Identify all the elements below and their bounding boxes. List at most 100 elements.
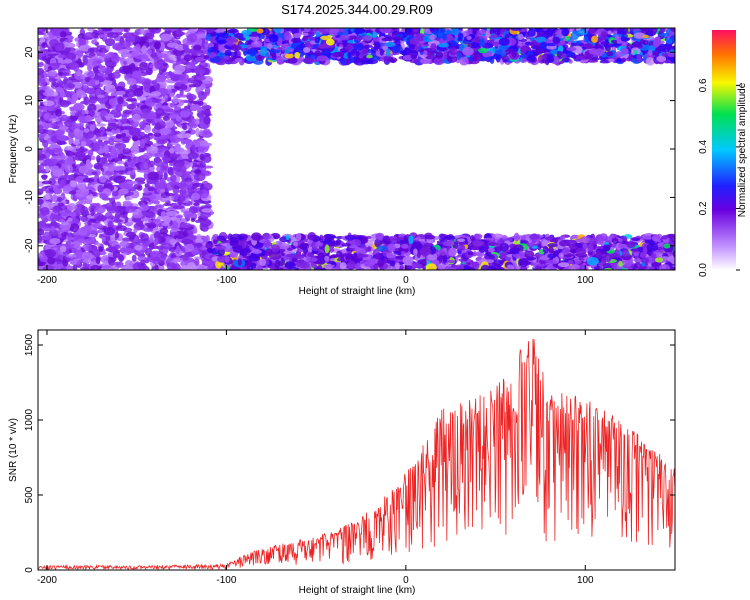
spectrogram-cell (166, 42, 179, 48)
spectrogram-cell (67, 217, 73, 222)
spectrogram-cell (38, 67, 45, 75)
spectrogram-cell (345, 58, 351, 66)
spectrogram-cell (361, 35, 373, 41)
spectrogram-cell (170, 174, 177, 183)
spectrogram-cell (566, 47, 577, 52)
spectrogram-cell (477, 47, 489, 54)
spectrogram-cell (80, 140, 87, 147)
spectrogram-cell (169, 92, 175, 98)
spectrogram-cell (115, 133, 122, 139)
spectrogram-cell (153, 118, 163, 122)
spectrogram-cell (185, 180, 194, 189)
spectrogram-cell (108, 98, 117, 106)
spectrogram-cell (166, 262, 177, 270)
spectrogram-cell (82, 177, 95, 183)
spectrogram-cell (38, 234, 43, 244)
spectrogram-cell (379, 28, 392, 34)
spectrogram-cell (154, 237, 159, 246)
spectrogram-cell (439, 37, 444, 44)
spectrogram-cell (118, 49, 130, 55)
spectrogram-cell (284, 53, 294, 59)
spectrogram-cell (423, 50, 428, 56)
spectrogram-cell (201, 109, 210, 115)
spectrogram-cell (57, 202, 65, 207)
spectrogram-cell (77, 241, 82, 246)
spectrogram-cell (302, 35, 309, 42)
spectrogram-cell (553, 36, 561, 45)
spectrogram-cell (74, 152, 82, 161)
spectrogram-cell (413, 29, 419, 33)
spectrogram-cell (169, 238, 177, 245)
spectrogram-cell (173, 248, 180, 253)
spectrogram-cell (162, 155, 170, 165)
spectrogram-cell (194, 57, 205, 62)
spectrogram-cell (383, 36, 395, 42)
spectrogram-cell (163, 94, 168, 99)
spectrogram-cell (466, 35, 472, 40)
spectrogram-cell (119, 240, 130, 248)
spectrogram-cell (527, 28, 536, 37)
spectrogram-cell (186, 93, 197, 101)
spectrogram-cell (84, 76, 91, 83)
spectrogram-cell (583, 35, 589, 43)
spectrogram-cell (112, 218, 123, 223)
spectrogram-cell (87, 230, 100, 235)
spectrogram-cell (170, 74, 180, 82)
spectrogram-cell (84, 87, 96, 94)
spectrogram-cell (97, 184, 104, 193)
spectrogram-cell (80, 100, 88, 105)
spectrogram-cell (256, 28, 264, 34)
spectrogram-cell (45, 165, 50, 172)
spectrogram-cell (53, 186, 59, 193)
spectrogram-cell (143, 80, 151, 89)
spectrogram-cell (78, 38, 87, 46)
spectrogram-cell (659, 32, 671, 37)
spectrogram-cell (527, 54, 536, 63)
spectrogram-cell (48, 69, 57, 77)
spectrogram-cell (67, 83, 76, 89)
spectrogram-cell (83, 31, 96, 40)
spectrogram-cell (163, 215, 171, 224)
spectrogram-cell (140, 197, 150, 202)
spectrogram-cell (144, 222, 157, 227)
spectrogram-cell (52, 193, 58, 203)
spectrogram-cell (583, 43, 594, 49)
spectrogram-cell (47, 256, 56, 265)
spectrogram-cell (99, 175, 107, 183)
spectrogram-cell (283, 32, 292, 41)
spectrogram-cell (147, 145, 159, 154)
spectrogram-cell (650, 28, 658, 34)
spectrogram-cell (314, 50, 321, 57)
spectrogram-cell (87, 71, 94, 78)
spectrogram-cell (387, 57, 398, 63)
spectrogram-cell (535, 28, 541, 33)
spectrogram-cell (422, 36, 429, 41)
spectrogram-cell (163, 203, 172, 207)
spectrogram-cell (588, 48, 598, 55)
spectrogram-cell (118, 188, 129, 195)
spectrogram-cell (616, 39, 622, 44)
spectrogram-blobs (38, 28, 675, 270)
spectrogram-cell (140, 113, 149, 119)
spectrogram-cell (103, 227, 116, 236)
spectrogram-cell (204, 86, 211, 95)
spectrogram-cell (77, 115, 88, 123)
spectrogram-cell (308, 36, 316, 41)
spectrogram-cell (165, 119, 175, 129)
spectrogram-cell (355, 35, 363, 42)
spectrogram-cell (95, 256, 101, 264)
spectrogram-cell (215, 35, 226, 43)
spectrogram-cell (183, 210, 192, 218)
spectrogram-cell (194, 68, 206, 75)
spectrogram-cell (191, 144, 196, 152)
spectrogram-cell (58, 80, 64, 88)
spectrogram-cell (133, 87, 144, 97)
spectrogram-cell (538, 32, 548, 36)
spectrogram-cell (125, 90, 130, 95)
spectrogram-cell (128, 127, 141, 137)
spectrogram-cell (138, 121, 147, 129)
spectrogram-cell (187, 261, 196, 270)
spectrogram-cell (76, 227, 88, 236)
spectrogram-cell (568, 59, 573, 64)
spectrogram-cell (440, 28, 446, 33)
